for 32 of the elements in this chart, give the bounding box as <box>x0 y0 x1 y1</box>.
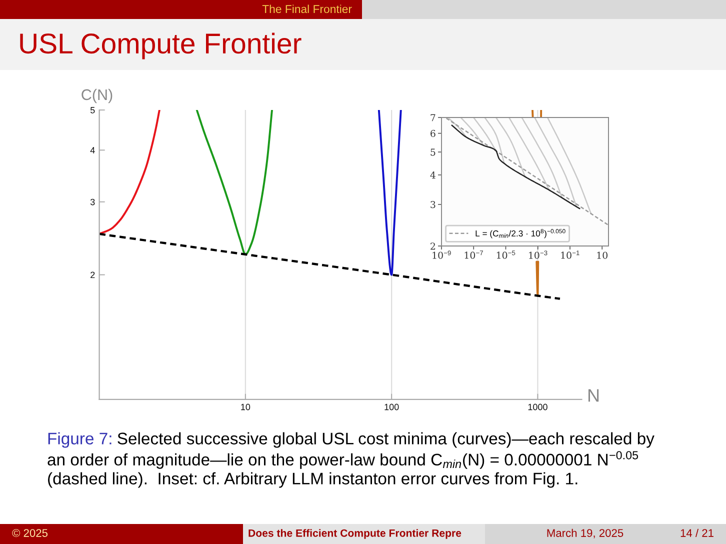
text: © 2025 <box>12 529 48 537</box>
x-tick-label: 10 <box>597 252 608 259</box>
y-tick-label: 2 <box>90 272 95 278</box>
text: March 19, 2025 <box>547 528 624 538</box>
x-tick-label: 10$^{−5}$ <box>496 250 516 259</box>
x-axis-title: N <box>588 389 599 402</box>
legend-label: L = (C$_{min}$/2.3 · 10$^{8}$)$^{−0.050}$ <box>476 229 566 238</box>
x-tick-label: 10$^{−3}$ <box>529 250 548 259</box>
y-tick-label: 3 <box>90 198 95 206</box>
y-tick-label: 6 <box>430 130 436 138</box>
y-tick-label: 4 <box>90 147 95 154</box>
x-tick-label: 1000 <box>528 404 548 410</box>
chart-title: USL Compute Frontier <box>20 32 302 60</box>
y-axis-title: C(N) <box>82 88 112 104</box>
y-tick-label: 2 <box>430 242 436 250</box>
x-tick-label: 100 <box>384 404 399 410</box>
y-tick-label: 5 <box>90 107 95 114</box>
y-tick-label: 7 <box>430 114 436 122</box>
text: (dashed line). Inset: cf. Arbitrary LLM instanton error curves from Fig. 1. <box>48 472 578 488</box>
x-tick-label: 10$^{−9}$ <box>432 250 451 259</box>
x-tick-label: 10 <box>241 404 250 410</box>
text: 14 / 21 <box>680 528 714 537</box>
caption: Figure 7: <box>48 432 112 448</box>
y-tick-label: 5 <box>430 148 436 156</box>
y-tick-label: 4 <box>430 171 436 178</box>
y-tick-label: 3 <box>430 200 436 208</box>
x-tick-label: 10$^{−1}$ <box>561 250 580 259</box>
x-tick-label: 10$^{−7}$ <box>464 250 483 259</box>
text: Selected successive global USL cost minima (curves)—each rescaled by <box>118 432 654 448</box>
text: an order of magnitude—lie on the power-law bound C$_{min}$(N) = 0.00000001 N$^{−0.05}$ <box>48 451 638 469</box>
text: The Final Frontier <box>262 4 352 14</box>
text: Does the Efficient Compute Frontier Repre <box>248 529 462 539</box>
